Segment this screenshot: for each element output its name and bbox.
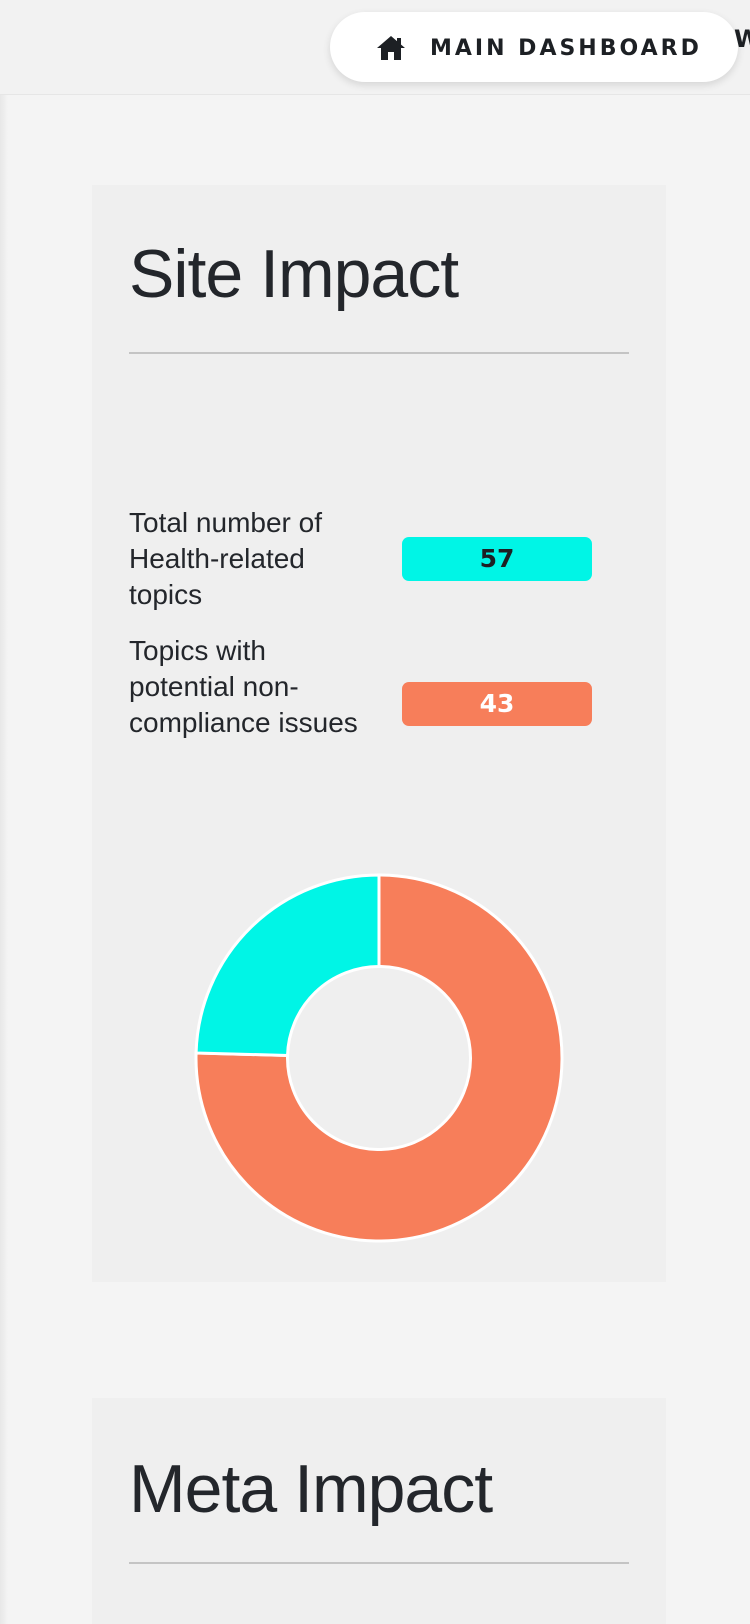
left-edge-shadow [0,95,8,1624]
donut-slice-0[interactable] [194,873,564,1243]
health-topics-label: Total number of Health-related topics [129,507,322,610]
next-nav-item-partial[interactable]: W [734,25,750,53]
main-dashboard-label: MAIN DASHBOARD [430,36,702,61]
home-icon [377,36,405,60]
meta-impact-title: Meta Impact [129,1451,493,1527]
non-compliance-label: Topics with potential non-compliance iss… [129,635,358,738]
meta-impact-card: Meta Impact [92,1398,666,1624]
divider [129,352,629,354]
site-impact-title: Site Impact [129,236,459,312]
main-dashboard-button[interactable]: MAIN DASHBOARD [330,12,738,82]
health-topics-badge: 57 [402,537,592,581]
donut-slice-1[interactable] [194,873,381,1058]
divider [129,1562,629,1564]
donut-chart [194,873,564,1243]
non-compliance-badge: 43 [402,682,592,726]
site-impact-card: Site Impact Total number of Health-relat… [92,185,666,1282]
